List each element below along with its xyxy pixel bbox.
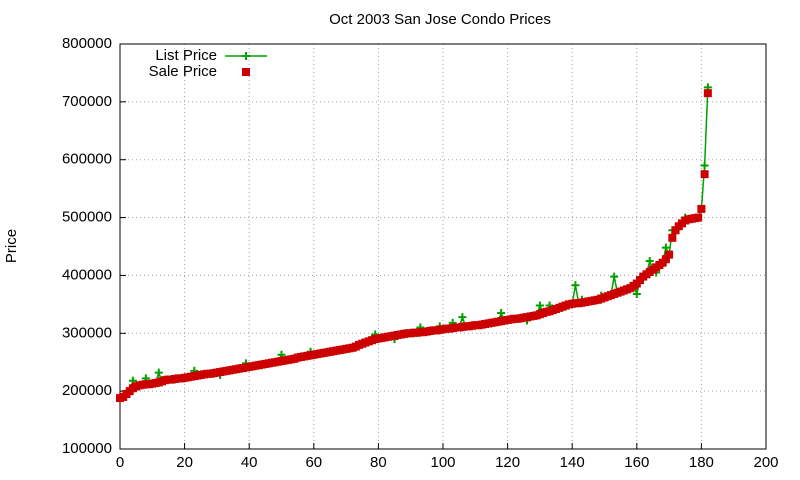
x-tick-label: 120 [495,454,520,471]
x-tick-label: 80 [370,454,387,471]
x-tick-label: 40 [241,454,258,471]
point [458,313,467,322]
point [668,233,677,242]
point [700,170,709,179]
y-tick-label: 500000 [62,209,112,226]
y-tick-label: 700000 [62,93,112,110]
point [645,256,654,265]
point [497,309,506,318]
point [661,255,670,264]
y-tick-label: 100000 [62,440,112,457]
legend-symbol [242,52,250,60]
x-tick-label: 60 [305,454,322,471]
y-axis-label: Price [3,229,20,263]
point [665,250,674,259]
legend-label: List Price [155,47,217,64]
plot-frame [119,43,767,450]
legend-symbol [242,68,250,76]
point [154,368,163,377]
x-tick-label: 0 [116,454,124,471]
chart-title: Oct 2003 San Jose Condo Prices [329,11,551,28]
x-tick-label: 160 [624,454,649,471]
point [661,243,670,252]
x-tick-label: 200 [753,454,778,471]
x-tick-label: 180 [689,454,714,471]
point [703,89,712,98]
point [535,301,544,310]
point [694,213,703,222]
point [610,272,619,281]
point [671,226,680,235]
x-tick-label: 100 [430,454,455,471]
point [697,204,706,213]
x-tick-label: 140 [560,454,585,471]
y-tick-label: 400000 [62,266,112,283]
legend-label: Sale Price [149,63,217,80]
point [571,281,580,290]
x-tick-label: 20 [176,454,193,471]
y-tick-label: 800000 [62,35,112,52]
point [700,161,709,170]
y-tick-label: 200000 [62,382,112,399]
y-tick-label: 600000 [62,151,112,168]
y-tick-label: 300000 [62,324,112,341]
point [632,289,641,298]
